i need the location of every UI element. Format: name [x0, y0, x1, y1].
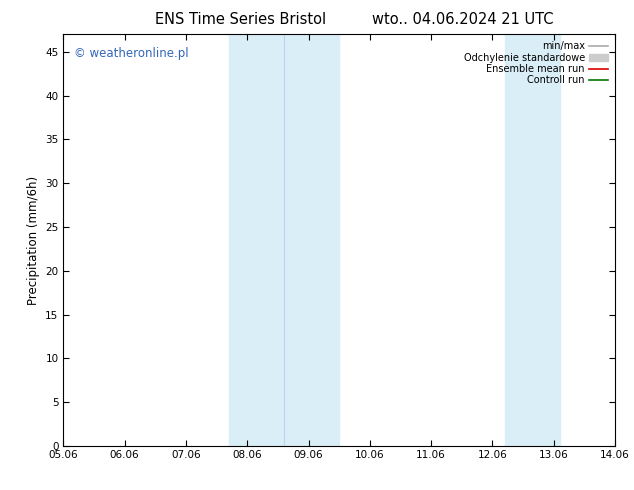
- Y-axis label: Precipitation (mm/6h): Precipitation (mm/6h): [27, 175, 40, 305]
- Text: © weatheronline.pl: © weatheronline.pl: [74, 47, 189, 60]
- Bar: [229, 34, 339, 446]
- Legend: min/max, Odchylenie standardowe, Ensemble mean run, Controll run: min/max, Odchylenie standardowe, Ensembl…: [462, 39, 610, 87]
- Bar: [505, 34, 560, 446]
- Text: wto.. 04.06.2024 21 UTC: wto.. 04.06.2024 21 UTC: [372, 12, 553, 27]
- Text: ENS Time Series Bristol: ENS Time Series Bristol: [155, 12, 327, 27]
